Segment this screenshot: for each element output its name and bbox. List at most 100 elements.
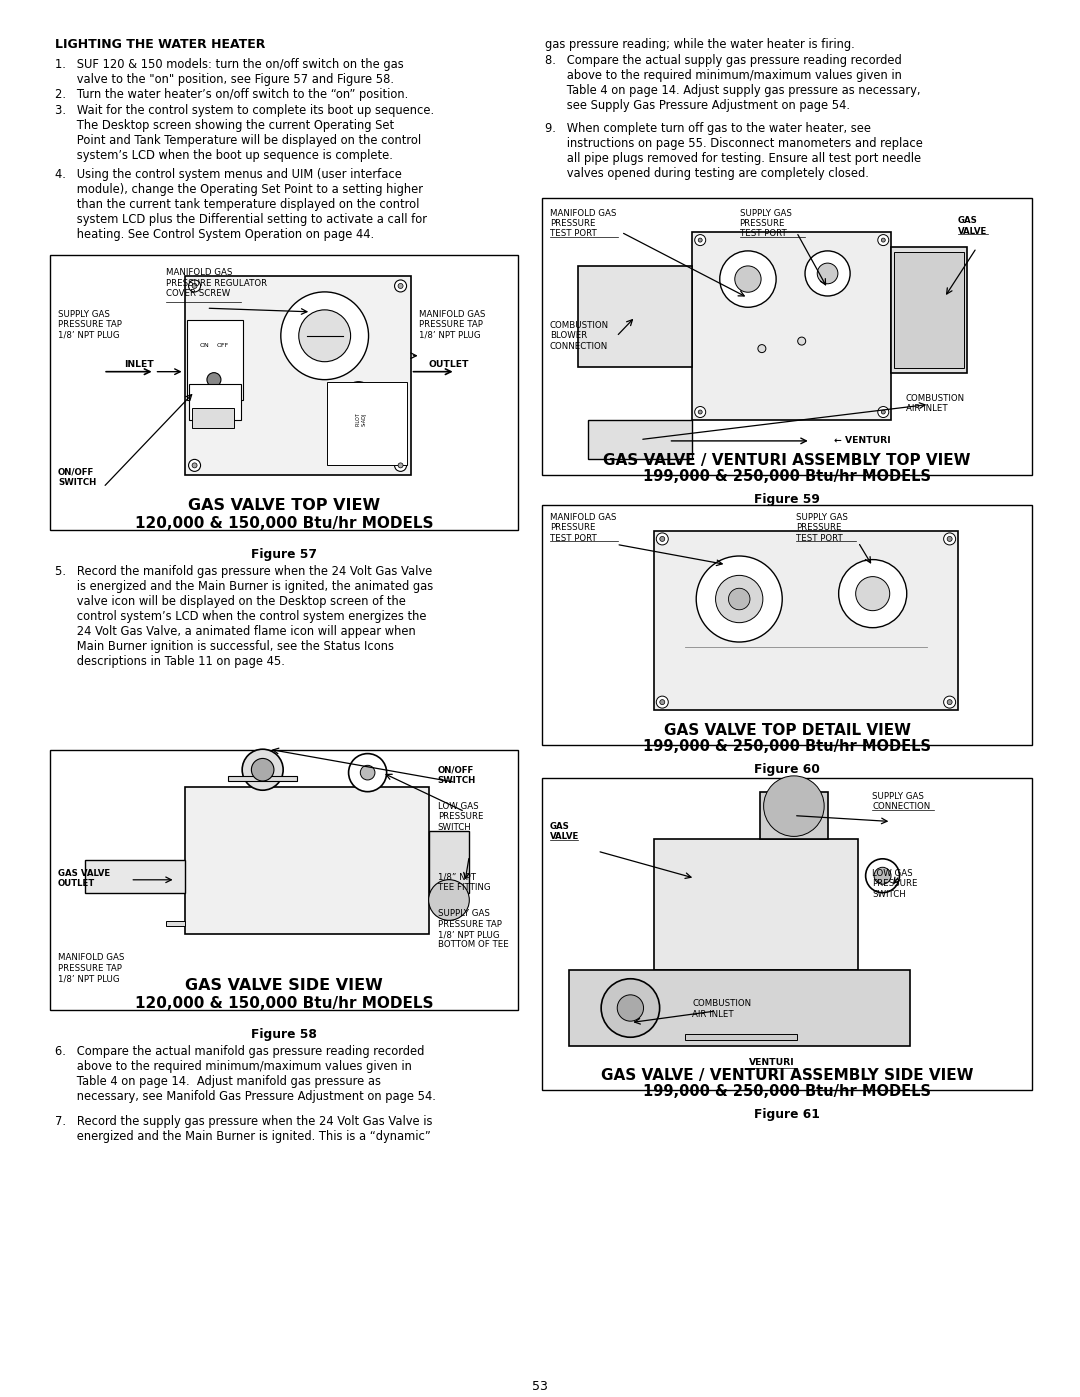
Text: MANIFOLD GAS
PRESSURE
TEST PORT: MANIFOLD GAS PRESSURE TEST PORT (550, 513, 617, 543)
Circle shape (694, 407, 705, 418)
Text: GAS
VALVE: GAS VALVE (958, 217, 987, 236)
Text: ← VENTURI: ← VENTURI (835, 436, 891, 444)
Circle shape (698, 411, 702, 414)
Text: GAS VALVE SIDE VIEW: GAS VALVE SIDE VIEW (185, 978, 383, 993)
Text: Figure 58: Figure 58 (251, 1028, 316, 1041)
Text: 9.   When complete turn off gas to the water heater, see
      instructions on p: 9. When complete turn off gas to the wat… (545, 122, 923, 180)
Text: INLET: INLET (124, 359, 154, 369)
Circle shape (694, 235, 705, 246)
Bar (50, 256, 518, 529)
Bar (191, 408, 234, 427)
Circle shape (192, 284, 197, 288)
Circle shape (878, 407, 889, 418)
Circle shape (719, 251, 777, 307)
Circle shape (207, 373, 221, 387)
Text: GAS VALVE
OUTLET: GAS VALVE OUTLET (58, 869, 110, 888)
Text: 199,000 & 250,000 Btu/hr MODELS: 199,000 & 250,000 Btu/hr MODELS (643, 469, 931, 483)
Text: 53: 53 (532, 1380, 548, 1393)
Text: GAS VALVE / VENTURI ASSEMBLY TOP VIEW: GAS VALVE / VENTURI ASSEMBLY TOP VIEW (604, 453, 971, 468)
Circle shape (349, 753, 387, 792)
Text: 120,000 & 150,000 Btu/hr MODELS: 120,000 & 150,000 Btu/hr MODELS (135, 996, 433, 1011)
Text: SUPPLY GAS
PRESSURE
TEST PORT: SUPPLY GAS PRESSURE TEST PORT (740, 208, 792, 239)
Bar (185, 277, 410, 475)
Circle shape (345, 412, 373, 440)
Text: LOW GAS
PRESSURE
SWITCH: LOW GAS PRESSURE SWITCH (873, 869, 918, 898)
Text: GAS VALVE TOP DETAIL VIEW: GAS VALVE TOP DETAIL VIEW (663, 724, 910, 738)
Text: 6.   Compare the actual manifold gas pressure reading recorded
      above to th: 6. Compare the actual manifold gas press… (55, 1045, 436, 1104)
Text: 1/8” NPT
TEE FITTING: 1/8” NPT TEE FITTING (437, 873, 490, 893)
Text: 2.   Turn the water heater’s on/off switch to the “on” position.: 2. Turn the water heater’s on/off switch… (55, 88, 408, 101)
Circle shape (839, 560, 907, 627)
Circle shape (299, 310, 351, 362)
Circle shape (657, 532, 669, 545)
Text: SUPPLY GAS
CONNECTION: SUPPLY GAS CONNECTION (873, 792, 931, 812)
Circle shape (716, 576, 762, 623)
Circle shape (281, 292, 368, 380)
Circle shape (855, 577, 890, 610)
Circle shape (660, 700, 665, 704)
Circle shape (944, 532, 956, 545)
Bar (894, 251, 964, 367)
Text: LIGHTING THE WATER HEATER: LIGHTING THE WATER HEATER (55, 38, 266, 52)
Circle shape (189, 279, 201, 292)
Circle shape (399, 284, 403, 288)
Bar (327, 381, 406, 465)
Circle shape (189, 460, 201, 471)
Text: PILOT
S-ADJ: PILOT S-ADJ (355, 412, 366, 426)
Bar (189, 384, 241, 419)
Text: MANIFOLD GAS
PRESSURE TAP
1/8’ NPT PLUG: MANIFOLD GAS PRESSURE TAP 1/8’ NPT PLUG (419, 310, 485, 339)
Text: 5.   Record the manifold gas pressure when the 24 Volt Gas Valve
      is energi: 5. Record the manifold gas pressure when… (55, 564, 433, 668)
Circle shape (881, 237, 886, 242)
Text: MANIFOLD GAS
PRESSURE TAP
1/8’ NPT PLUG: MANIFOLD GAS PRESSURE TAP 1/8’ NPT PLUG (58, 953, 124, 983)
Bar (166, 921, 185, 926)
Text: VENTURI: VENTURI (750, 1059, 795, 1067)
Text: ON/OFF
SWITCH: ON/OFF SWITCH (437, 766, 476, 785)
Circle shape (764, 775, 824, 837)
Bar (85, 861, 185, 893)
Text: GAS
VALVE: GAS VALVE (550, 821, 579, 841)
Circle shape (361, 766, 375, 780)
Circle shape (399, 462, 403, 468)
Circle shape (192, 462, 197, 468)
Bar (50, 750, 518, 1010)
Circle shape (878, 235, 889, 246)
Bar (429, 831, 470, 893)
Bar (185, 788, 429, 933)
Text: 3.   Wait for the control system to complete its boot up sequence.
      The Des: 3. Wait for the control system to comple… (55, 103, 434, 162)
Bar (542, 504, 1032, 745)
Text: COMBUSTION
BLOWER
CONNECTION: COMBUSTION BLOWER CONNECTION (550, 321, 609, 351)
Circle shape (602, 979, 660, 1037)
Circle shape (429, 880, 470, 921)
Bar (692, 232, 891, 420)
Text: 8.   Compare the actual supply gas pressure reading recorded
      above to the : 8. Compare the actual supply gas pressur… (545, 54, 920, 112)
Text: LOW GAS
PRESSURE
SWITCH: LOW GAS PRESSURE SWITCH (437, 802, 483, 831)
Bar (891, 247, 967, 373)
Circle shape (618, 995, 644, 1021)
Text: 4.   Using the control system menus and UIM (user interface
      module), chang: 4. Using the control system menus and UI… (55, 168, 427, 242)
Text: 120,000 & 150,000 Btu/hr MODELS: 120,000 & 150,000 Btu/hr MODELS (135, 515, 433, 531)
Text: SUPPLY GAS
PRESSURE TAP
1/8’ NPT PLUG: SUPPLY GAS PRESSURE TAP 1/8’ NPT PLUG (58, 310, 122, 339)
Circle shape (242, 749, 283, 791)
Circle shape (734, 265, 761, 292)
Circle shape (947, 536, 953, 542)
Circle shape (947, 700, 953, 704)
Circle shape (698, 237, 702, 242)
Circle shape (252, 759, 274, 781)
Bar (569, 970, 910, 1046)
Circle shape (881, 411, 886, 414)
Text: MANIFOLD GAS
PRESSURE REGULATOR
COVER SCREW: MANIFOLD GAS PRESSURE REGULATOR COVER SC… (166, 268, 268, 298)
Circle shape (394, 460, 406, 471)
Circle shape (944, 696, 956, 708)
Circle shape (697, 556, 782, 643)
Circle shape (798, 337, 806, 345)
Text: COMBUSTION
AIR INLET: COMBUSTION AIR INLET (905, 394, 964, 414)
Text: COMBUSTION
AIR INLET: COMBUSTION AIR INLET (692, 999, 752, 1018)
Circle shape (729, 588, 750, 609)
Circle shape (660, 536, 665, 542)
Text: SUPPLY GAS
PRESSURE TAP
1/8’ NPT PLUG
BOTTOM OF TEE: SUPPLY GAS PRESSURE TAP 1/8’ NPT PLUG BO… (437, 909, 509, 950)
Text: MANIFOLD GAS
PRESSURE
TEST PORT: MANIFOLD GAS PRESSURE TEST PORT (550, 208, 617, 239)
Text: OUTLET: OUTLET (429, 359, 469, 369)
Circle shape (345, 381, 373, 409)
Bar (685, 1034, 797, 1041)
Text: 199,000 & 250,000 Btu/hr MODELS: 199,000 & 250,000 Btu/hr MODELS (643, 739, 931, 754)
